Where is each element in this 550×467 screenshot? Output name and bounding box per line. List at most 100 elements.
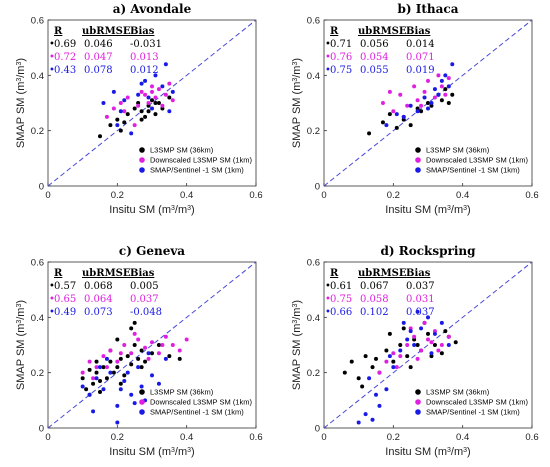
y-tick-label: 0.4 [31,71,44,82]
data-point [98,390,102,395]
data-point [177,348,182,353]
stats-bias: 0.014 [406,39,435,50]
series-2 [104,81,175,128]
data-point [374,356,378,361]
panel-title: c) Geneva [119,244,185,258]
data-point [398,354,403,359]
data-point [391,359,396,364]
legend-label: SMAP/Sentinel -1 SM (1km) [150,166,244,175]
data-point [139,117,144,122]
data-point [136,365,141,370]
stats-header: ubRMSE [358,26,407,37]
data-point [150,89,154,94]
data-point [80,370,85,375]
data-point [405,343,410,347]
data-point [446,101,451,105]
data-point [156,101,161,105]
data-point [401,114,406,119]
stats-ubrmse: 0.102 [360,307,389,318]
stats-bullet: • [325,281,331,292]
stats-bullet: • [49,281,55,292]
y-tick-label: 0.6 [31,258,44,269]
data-point [139,109,144,114]
data-point [136,103,141,108]
stats-header: ubRMSE [358,268,407,279]
data-point [374,392,378,397]
data-point [118,128,123,133]
plot-frame [47,261,257,429]
data-point [426,315,430,320]
data-point [87,359,92,364]
data-point [436,348,441,353]
legend-label: SMAP/Sentinel -1 SM (1km) [150,408,244,417]
panel-title: b) Ithaca [398,2,459,16]
data-point [439,351,444,356]
stats-ubrmse: 0.064 [84,294,113,305]
data-point [115,123,120,128]
data-point [118,109,123,114]
data-point [146,101,151,105]
data-point [443,329,448,334]
data-point [408,123,413,128]
data-point [415,98,420,103]
y-axis-label: SMAP SM (m3/m3) [15,58,27,148]
legend: L3SMP SM (36km)Downscaled L3SMP SM (1km)… [139,388,252,417]
data-point [94,365,99,370]
data-point [150,84,154,89]
data-point [129,131,134,136]
stats-ubrmse: 0.054 [360,52,389,63]
x-tick-label: 0.6 [525,432,538,443]
data-point [87,392,92,397]
data-point [412,337,417,342]
stats-bias: -0.048 [130,307,162,318]
data-point [153,112,158,117]
x-tick-label: 0.6 [525,190,538,201]
stats-bias: 0.037 [406,307,435,318]
data-point [94,376,99,381]
data-point [91,381,96,386]
series-1 [80,320,182,397]
legend-label: Downscaled L3SMP SM (1km) [426,156,528,165]
stats-ubrmse: 0.058 [360,294,389,305]
data-point [146,109,151,114]
stats-bullet: • [325,39,331,50]
data-point [443,87,448,92]
x-tick-label: 0.2 [111,432,124,443]
data-point [143,345,148,350]
data-point [101,387,106,392]
one-to-one-line [47,19,257,187]
data-point [387,354,392,359]
x-tick-label: 0.6 [249,432,262,443]
data-point [167,354,172,359]
stats-bullet: • [49,307,55,318]
panel-3: c) Geneva 0 0.2 0.4 0.6 0 0.2 0.4 0.6 Insitu SM (… [15,244,263,458]
data-point [184,337,189,342]
data-point [419,103,424,108]
data-point [98,365,102,370]
data-point [132,343,137,347]
series-2 [80,331,189,381]
plot-frame [323,19,533,187]
stats-bullet: • [325,307,331,318]
data-point [426,101,430,105]
data-point [394,112,399,117]
data-point [432,343,437,347]
stats-bullet: • [49,65,55,76]
data-point [408,103,413,108]
data-point [139,81,144,86]
stats-r: 0.66 [330,307,352,318]
stats-ubrmse: 0.073 [84,307,113,318]
data-point [139,384,144,389]
data-point [408,326,413,331]
data-point [363,412,368,417]
y-tick-label: 0.4 [307,71,320,82]
data-point [384,123,389,128]
data-point [146,95,151,100]
stats-header: Bias [406,26,431,37]
stats-bias: 0.037 [406,281,435,292]
stats-header: R [54,268,63,279]
data-point [415,109,420,114]
plot-frame [47,19,257,187]
data-point [432,329,437,334]
data-point [118,381,123,386]
